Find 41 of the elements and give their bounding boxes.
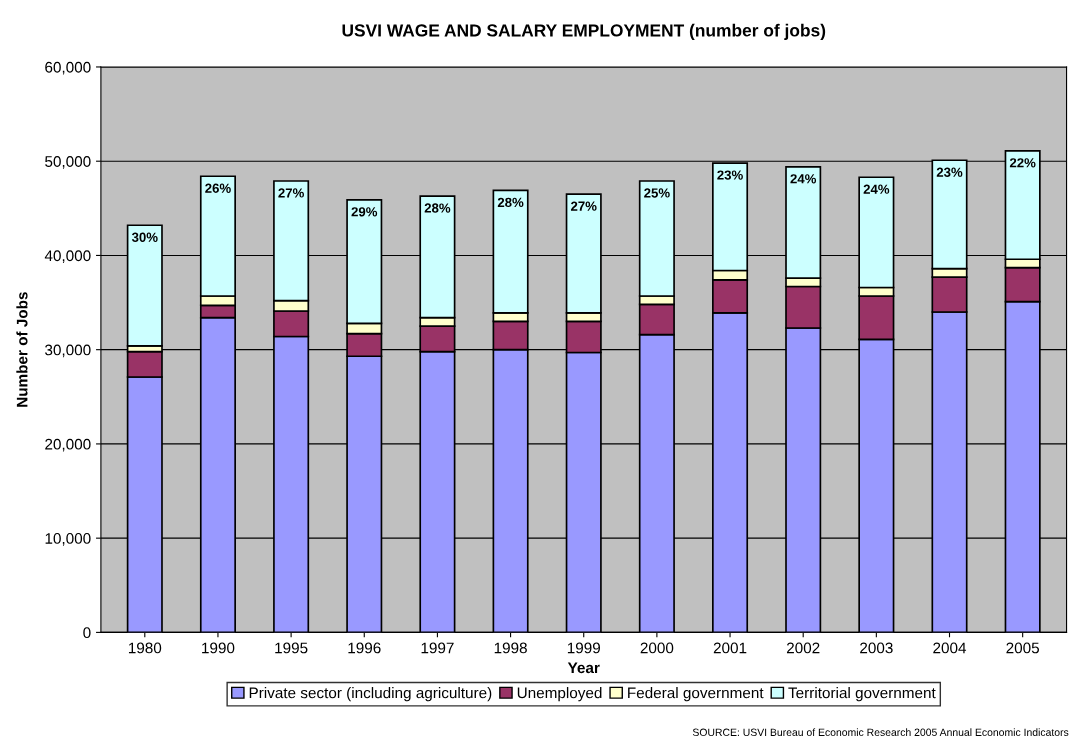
x-tick-label: 1990 [202,642,235,654]
y-tick-label: 0 [83,627,91,639]
annotation: 30% [131,232,158,242]
x-tick-label: 2003 [860,642,893,654]
annotation: 28% [424,203,451,213]
annotation: 23% [936,167,963,177]
annotation: 27% [570,201,597,211]
x-tick-label: 1995 [275,642,308,654]
x-tick-label: 2000 [640,642,674,654]
annotation: 28% [497,197,524,208]
annotation: 27% [278,188,304,198]
legend-label: Federal government [628,687,764,702]
x-tick-label: 2002 [786,642,820,654]
y-tick-label: 50,000 [45,156,91,169]
x-axis-title: Year [567,662,600,674]
x-tick-label: 1998 [494,642,527,654]
y-tick-label: 20,000 [45,438,91,452]
legend-label: Territorial government [788,687,936,702]
x-tick-label: 2001 [713,642,747,654]
annotation: 24% [863,184,890,194]
x-tick-label: 1980 [128,642,162,654]
legend-label: Unemployed [517,687,602,702]
legend-label: Private sector (including agriculture) [249,687,492,702]
x-tick-label: 2005 [1006,642,1040,654]
annotation: 26% [205,183,231,193]
annotation: 29% [351,207,378,217]
x-tick-label: 1996 [348,642,381,654]
y-tick-label: 40,000 [44,250,91,263]
annotation: 22% [1009,158,1036,168]
annotation: 23% [717,170,743,180]
chart-title: USVI WAGE AND SALARY EMPLOYMENT (number of jobs) [342,23,826,41]
x-tick-label: 1999 [567,642,600,654]
y-axis-title: Number of Jobs [16,292,28,407]
x-tick-label: 1997 [421,642,454,654]
y-tick-label: 30,000 [45,344,91,358]
y-tick-label: 60,000 [45,61,91,75]
x-tick-label: 2004 [933,642,967,654]
y-tick-label: 10,000 [45,533,91,546]
annotation: 25% [644,188,670,198]
source-note: SOURCE: USVI Bureau of Economic Research 2005 Annual Economic Indicators [692,728,1069,736]
annotation: 24% [790,174,817,184]
